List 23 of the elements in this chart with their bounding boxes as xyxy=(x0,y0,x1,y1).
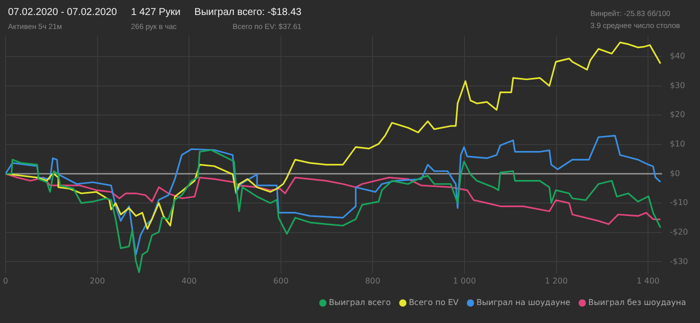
text: 1 427 Руки xyxy=(130,6,180,20)
y-tick-label: $10 xyxy=(670,140,686,149)
legend-label: Выиграл без шоудауна xyxy=(588,298,686,308)
x-tick-label: 200 xyxy=(90,276,105,286)
y-tick-label: $0 xyxy=(670,168,680,178)
y-tick-label: -$20 xyxy=(670,227,688,236)
text: 07.02.2020 - 07.02.2020 xyxy=(8,6,117,20)
y-tick-label: $40 xyxy=(670,52,686,61)
y-tick-label: $20 xyxy=(670,110,686,120)
x-tick-label: 0 xyxy=(3,276,8,286)
text: Выиграл всего: -$18.43 xyxy=(194,6,302,20)
x-tick-label: 1 400 xyxy=(636,276,660,286)
y-tick-label: $30 xyxy=(670,80,686,90)
y-tick-label: -$10 xyxy=(670,198,688,208)
x-tick-label: 600 xyxy=(273,276,289,286)
y-tick-label: -$30 xyxy=(670,256,688,266)
legend-label: Всего по EV xyxy=(408,298,459,308)
x-tick-label: 1 200 xyxy=(544,276,568,286)
x-tick-label: 400 xyxy=(181,276,197,286)
x-tick-label: 800 xyxy=(365,276,380,286)
legend-label: Выиграл всего xyxy=(328,298,391,308)
x-tick-label: 1 000 xyxy=(453,276,476,286)
legend-label: Выиграл на шоудауне xyxy=(476,298,570,308)
